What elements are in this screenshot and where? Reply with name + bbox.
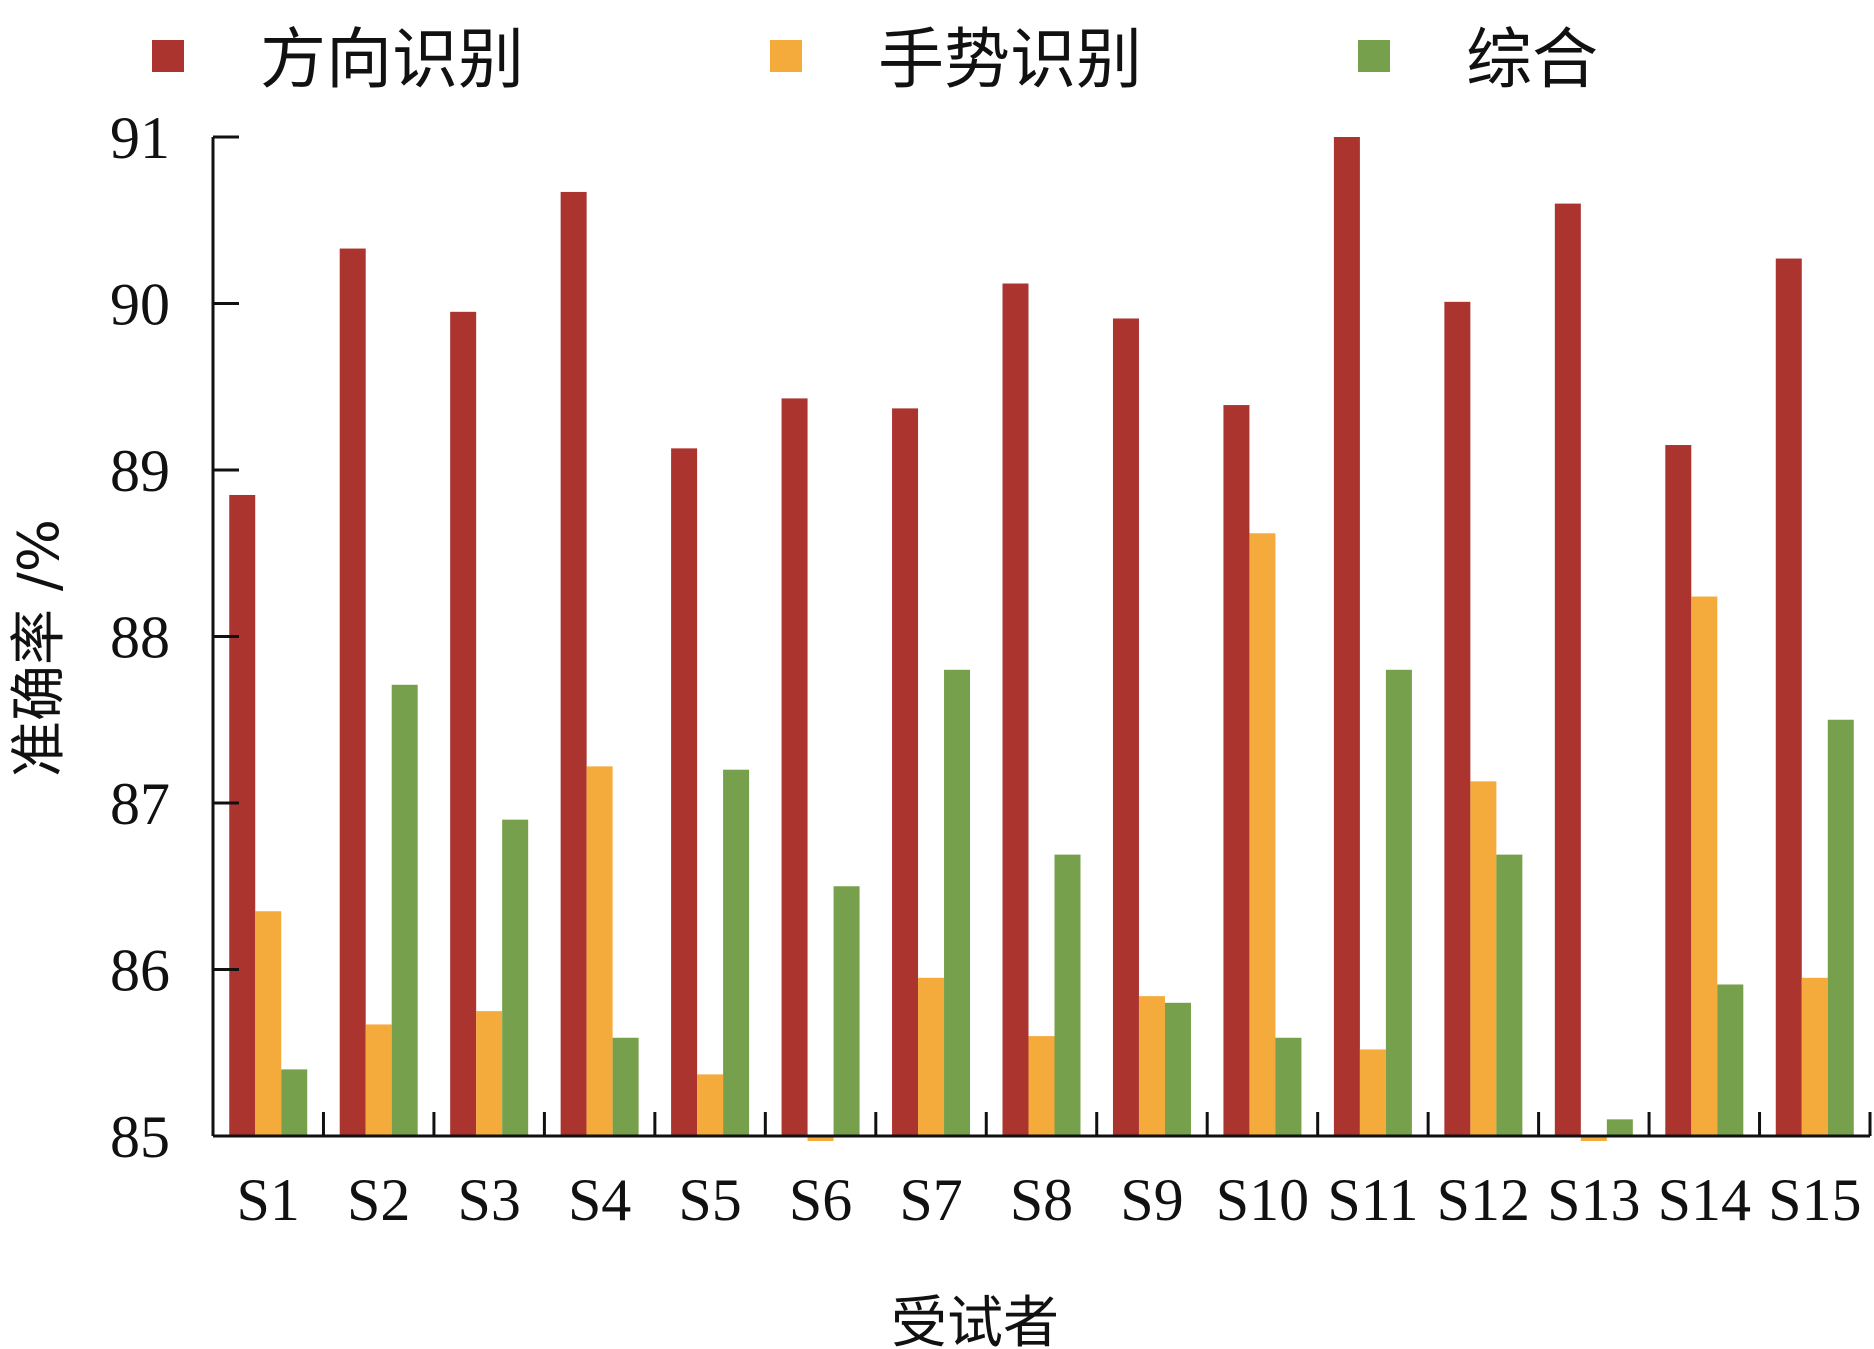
bar-s3-series-2 [476,1011,503,1136]
bar-s10-series-3 [1275,1037,1302,1136]
bar-s14-series-2 [1691,596,1718,1136]
bar-s15-series-2 [1801,977,1828,1136]
x-tick-label: S14 [1658,1167,1751,1233]
legend-swatch-2 [770,40,802,72]
legend-swatch-3 [1358,40,1390,72]
bar-s5-series-1 [671,448,698,1137]
bar-s2-series-1 [339,248,366,1136]
x-tick-label: S1 [237,1167,300,1233]
x-tick-label: S9 [1120,1167,1183,1233]
bar-s7-series-3 [944,669,971,1136]
y-tick-label: 86 [110,938,170,1004]
axes [211,135,1872,1138]
x-tick-label: S12 [1437,1167,1530,1233]
bar-s15-series-3 [1827,719,1854,1136]
y-axis-title: 准确率 /% [7,519,72,777]
bar-s6-series-2 [807,1136,834,1141]
y-tick-label: 88 [110,605,170,671]
bar-s1-series-2 [255,911,282,1136]
y-tick-label: 87 [110,771,170,837]
bar-s7-series-2 [918,977,945,1136]
bar-s9-series-2 [1138,996,1165,1136]
bar-s4-series-2 [586,766,613,1136]
bar-s8-series-1 [1002,283,1029,1136]
x-tick-label: S5 [678,1167,741,1233]
x-tick-label: S15 [1768,1167,1861,1233]
bar-s8-series-2 [1028,1036,1055,1136]
bar-s12-series-2 [1470,781,1497,1136]
bar-s3-series-1 [450,311,477,1136]
x-axis-title: 受试者 [891,1291,1059,1349]
y-tick-labels: 85 86 87 88 89 90 91 [110,105,170,1170]
x-tick-label: S10 [1216,1167,1309,1233]
bar-s6-series-1 [781,398,808,1136]
bar-s1-series-3 [281,1069,308,1136]
legend-label-2: 手势识别 [878,21,1142,98]
legend-label-3: 综合 [1466,21,1598,98]
y-tick-label: 91 [110,105,170,171]
bar-s13-series-2 [1580,1136,1607,1141]
bar-s14-series-1 [1665,445,1692,1136]
bar-s2-series-3 [391,684,418,1136]
bar-s2-series-2 [365,1024,392,1136]
bar-s5-series-2 [697,1074,724,1136]
x-tick-label: S2 [347,1167,410,1233]
x-tick-label: S13 [1547,1167,1640,1233]
x-tick-label: S6 [789,1167,852,1233]
bar-s13-series-3 [1606,1119,1633,1136]
legend-swatch-1 [152,40,184,72]
bar-s6-series-3 [833,886,860,1136]
y-tick-label: 89 [110,438,170,504]
bar-s15-series-1 [1775,258,1802,1136]
x-tick-labels: S1 S2 S3 S4 S5 S6 S7 S8 S9 S10 S11 S12 S13 S14 S15 [237,1167,1862,1233]
bar-s1-series-1 [229,494,256,1137]
bars [229,137,1854,1141]
bar-s12-series-1 [1444,301,1471,1137]
bar-s11-series-2 [1359,1049,1386,1136]
bar-s11-series-3 [1385,669,1412,1136]
bar-s4-series-1 [560,191,587,1136]
legend-label-1: 方向识别 [260,21,524,98]
bar-s14-series-3 [1717,984,1744,1136]
bar-s9-series-1 [1112,318,1139,1136]
bar-s10-series-2 [1249,533,1276,1136]
y-tick-label: 85 [110,1104,170,1170]
x-tick-label: S11 [1327,1167,1418,1233]
bar-s5-series-3 [723,769,750,1136]
legend: 方向识别 手势识别 综合 [152,21,1598,98]
bar-s7-series-1 [892,408,919,1136]
y-tick-label: 90 [110,272,170,338]
bar-s12-series-3 [1496,854,1523,1136]
bar-s4-series-3 [612,1037,639,1136]
bar-s3-series-3 [502,819,529,1136]
bar-s8-series-3 [1054,854,1081,1136]
bar-s11-series-1 [1333,137,1360,1136]
bar-s13-series-1 [1554,203,1581,1137]
x-tick-label: S3 [457,1167,520,1233]
bar-s9-series-3 [1164,1002,1191,1136]
x-tick-label: S7 [899,1167,962,1233]
x-tick-label: S4 [568,1167,631,1233]
bar-s10-series-1 [1223,405,1250,1136]
x-tick-label: S8 [1010,1167,1073,1233]
